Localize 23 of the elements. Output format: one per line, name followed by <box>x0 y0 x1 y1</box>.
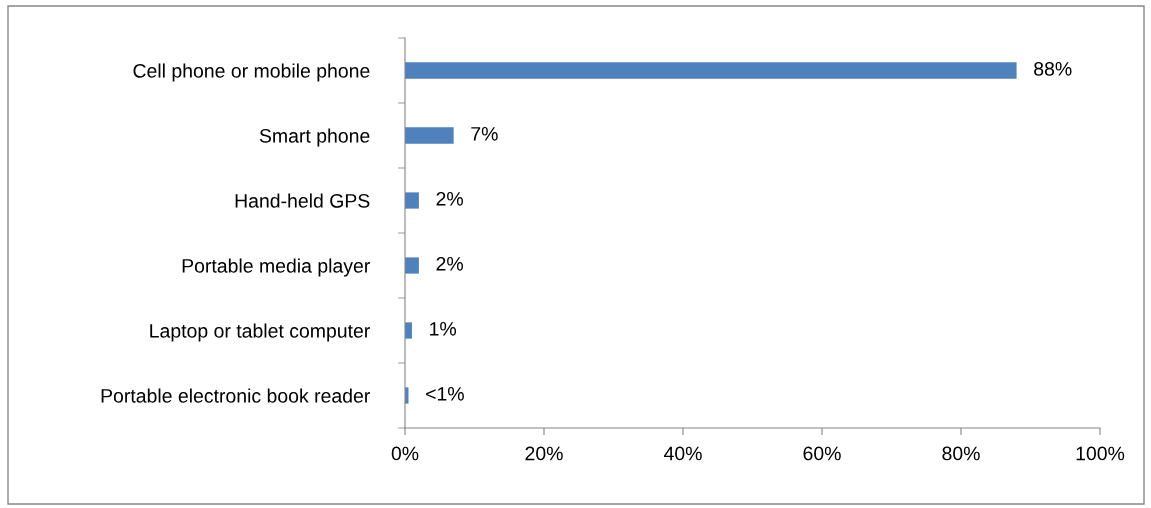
y-tick-label: Portable media player <box>182 258 370 277</box>
y-tick-label: Smart phone <box>259 128 370 147</box>
x-tick-label: 20% <box>525 446 563 461</box>
y-tick-label: Hand-held GPS <box>235 193 370 208</box>
x-tick-label: 60% <box>803 446 841 461</box>
y-tick-label: Laptop or tablet computer <box>150 323 370 342</box>
bar <box>405 62 1017 79</box>
x-tick-label: 40% <box>663 446 702 461</box>
data-label: 1% <box>430 322 457 336</box>
x-tick-label: 80% <box>942 446 980 461</box>
bar <box>405 192 419 209</box>
data-label: 2% <box>436 256 463 271</box>
y-tick-label: Portable electronic book reader <box>101 388 370 403</box>
data-label: 88% <box>1034 61 1072 76</box>
bar <box>405 257 419 274</box>
x-tick-label: 0% <box>391 446 419 461</box>
data-label: <1% <box>426 387 464 401</box>
y-tick-label: Cell phone or mobile phone <box>133 63 370 82</box>
data-label: 2% <box>436 191 463 206</box>
x-tick-label: 100% <box>1076 446 1125 461</box>
data-label: 7% <box>471 127 498 141</box>
bar <box>405 322 412 339</box>
bar <box>405 127 454 144</box>
